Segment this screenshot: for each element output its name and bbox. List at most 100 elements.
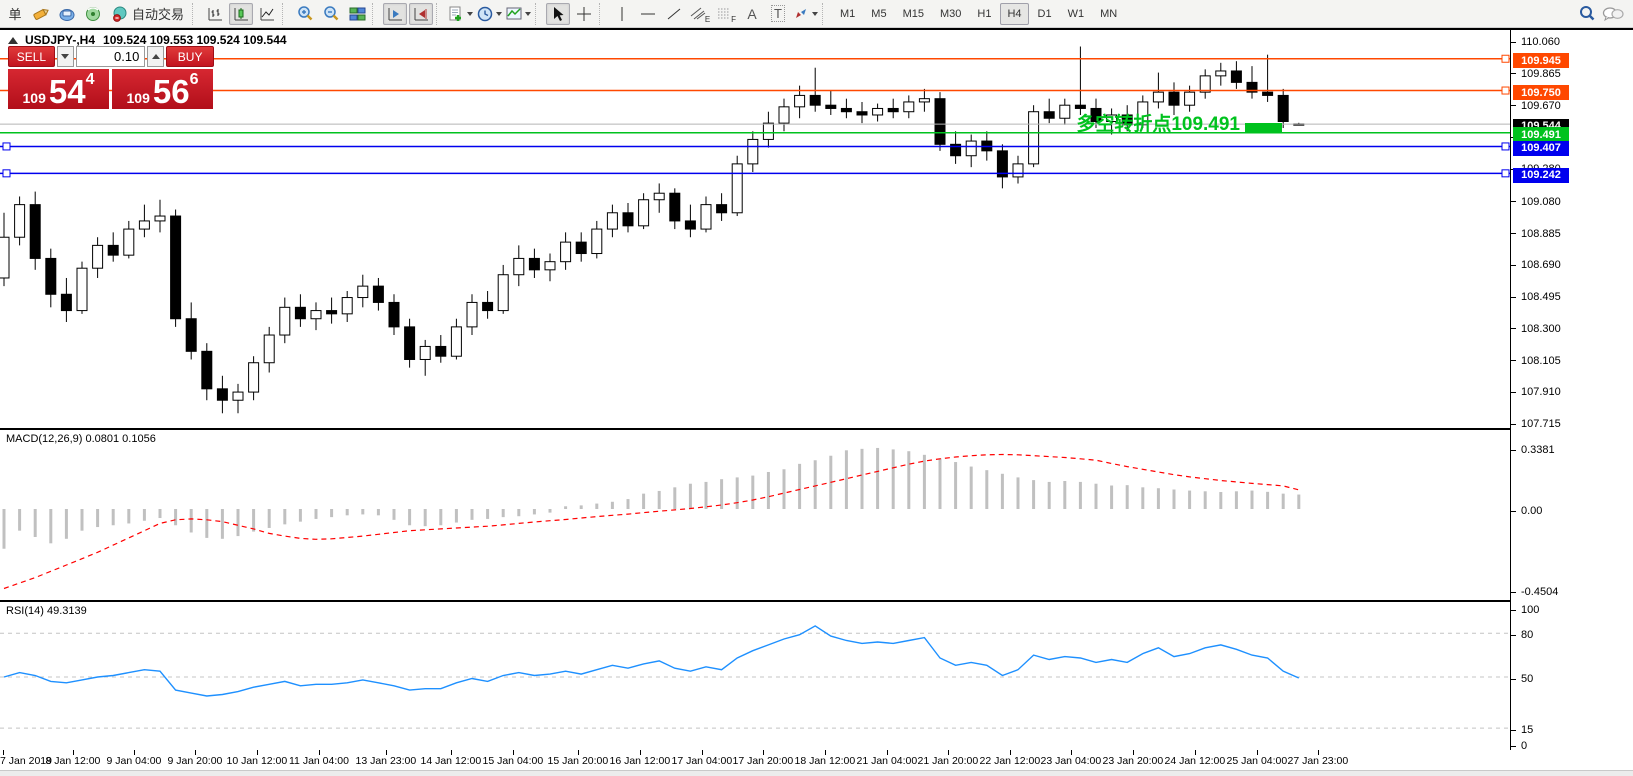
tile-windows-button[interactable] [345,3,369,25]
sell-price-button[interactable]: 109 54 4 [8,69,109,109]
zoom-out-icon [324,6,339,21]
time-tick-label: 7 Jan 2019 [0,755,52,767]
vertical-line-icon [621,6,623,21]
up-arrow-icon [151,54,160,59]
search-button[interactable] [1575,3,1599,25]
sell-button[interactable]: SELL [8,46,55,67]
toolbar-separator [372,2,380,25]
autotrading-label: 自动交易 [132,7,185,22]
macd-scale-label: 0.00 [1521,505,1543,517]
time-tick-mark [73,750,74,755]
timeframe-button-h1[interactable]: H1 [977,7,992,20]
price-axis[interactable]: 110.060109.865109.670109.475109.280109.0… [1510,30,1633,752]
timeframe-button-mn[interactable]: MN [1100,7,1118,20]
collapse-panel-icon[interactable] [8,36,18,44]
price-tick-label: 108.690 [1521,259,1561,272]
channel-icon [690,7,706,20]
line-chart-type-button[interactable] [255,3,279,25]
time-tick-label: 18 Jan 12:00 [794,755,856,767]
candlestick-chart-type-button[interactable] [229,2,254,25]
time-tick-label: 15 Jan 04:00 [482,755,544,767]
time-axis[interactable]: 7 Jan 2019 8 Jan 12:00 9 Jan 04:00 9 Jan 20… [0,750,1633,770]
toolbar-separator [282,2,290,25]
timeframe-button-m5[interactable]: M5 [871,7,887,20]
macd-signal-line [3,453,1299,590]
label-tool-button[interactable]: T [766,3,790,25]
chat-button[interactable] [1601,3,1625,25]
ohlc-quote-label: 109.524 109.553 109.524 109.544 [103,33,287,47]
trendline-tool-button[interactable] [662,3,686,25]
macd-scale-label: -0.4504 [1521,586,1559,598]
timeframe-button-w1[interactable]: W1 [1067,7,1085,20]
fibonacci-tool-button[interactable]: F [714,3,738,25]
zoom-out-button[interactable] [319,3,343,25]
signal-icon-svg [86,6,100,21]
timeframe-button-m15[interactable]: M15 [902,7,924,20]
time-tick-mark [1133,750,1134,755]
buy-price-button[interactable]: 109 56 6 [112,69,213,109]
time-tick-label: 17 Jan 04:00 [671,755,733,767]
tick-mark [1511,745,1516,747]
text-tool-button[interactable]: A [740,3,764,25]
vertical-line-tool-button[interactable] [610,3,634,25]
data-window-button[interactable] [383,2,408,25]
metaeditor-icon[interactable] [55,3,79,25]
time-tick-mark [513,750,514,755]
label-tool-letter: T [771,5,785,22]
time-tick-mark [1257,750,1258,755]
timeframe-button-d1[interactable]: D1 [1037,7,1052,20]
time-tick-label: 10 Jan 12:00 [226,755,288,767]
pivot-annotation-text[interactable]: 多空转折点109.491 [1076,114,1240,135]
buy-price-sup: 6 [189,71,199,88]
signal-icon[interactable] [81,3,105,25]
toolbar: 单 自动交易 [0,0,1633,28]
buy-button[interactable]: BUY [166,46,214,67]
time-tick-mark [1071,750,1072,755]
timeframe-button-h4[interactable]: H4 [1000,2,1029,25]
tick-mark [1511,201,1516,203]
candlestick-canvas[interactable] [0,30,1510,428]
macd-label: MACD(12,26,9) 0.0801 0.1056 [6,433,156,445]
crosshair-tool-button[interactable] [572,3,596,25]
tick-mark [1511,360,1516,362]
autotrading-button[interactable]: 自动交易 [107,3,189,25]
timeframe-button-m1[interactable]: M1 [840,7,856,20]
add-indicator-button[interactable] [447,3,474,25]
arrows-tool-button[interactable] [792,3,819,25]
market-watch-window-button[interactable] [409,2,434,25]
chat-icon [1602,6,1624,21]
template-button[interactable] [505,3,532,25]
horizontal-line-icon [641,13,656,14]
zoom-in-button[interactable] [293,3,317,25]
tick-mark [1511,729,1516,731]
main-chart-area[interactable] [0,30,1510,428]
volume-decrease-button[interactable] [56,46,74,67]
macd-separator[interactable] [0,428,1510,430]
pivot-annotation-marker[interactable] [1245,123,1282,133]
rsi-panel[interactable] [0,602,1510,750]
equidistant-channel-tool-button[interactable]: E [688,3,712,25]
volume-input[interactable]: 0.10 [75,46,146,67]
time-tick-label: 17 Jan 20:00 [732,755,794,767]
template-icon [506,7,522,19]
macd-panel[interactable] [0,430,1510,600]
trendline-icon [667,8,681,19]
horizontal-line-tool-button[interactable] [636,3,660,25]
crayon-icon[interactable] [29,3,53,25]
new-order-button[interactable]: 单 [3,3,27,25]
tick-mark [1511,73,1516,75]
rsi-separator[interactable] [0,600,1510,602]
volume-increase-button[interactable] [147,46,165,67]
chart-header: USDJPY-,H4 109.524 109.553 109.524 109.5… [8,33,287,47]
toolbar-separator [192,2,200,25]
toolbar-separator [436,2,444,25]
period-button[interactable] [476,3,503,25]
price-tick-label: 110.060 [1521,36,1560,48]
candles [0,46,1305,414]
timeframe-button-m30[interactable]: M30 [939,7,962,20]
cursor-tool-button[interactable] [546,2,571,25]
new-order-label: 单 [8,7,22,22]
time-tick-label: 25 Jan 04:00 [1226,755,1288,767]
time-tick-mark [825,750,826,755]
bar-chart-type-button[interactable] [203,3,227,25]
